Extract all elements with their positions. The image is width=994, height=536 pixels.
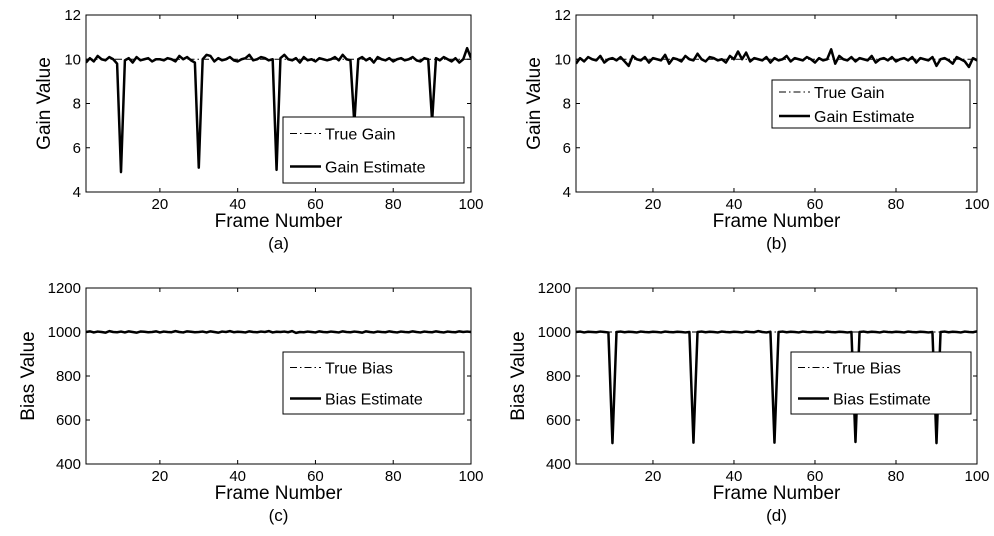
series-estimate-line xyxy=(576,329,977,445)
y-axis-label: Bias Value xyxy=(18,331,39,420)
y-axis-label: Gain Value xyxy=(34,57,55,150)
y-tick-label: 1000 xyxy=(538,324,571,341)
chart-panel-1: 20 40 60 80 100 4 6 8 10 12 Frame Number Gain Value… xyxy=(34,7,484,253)
chart-panel-2: 20 40 60 80 100 4 6 8 10 12 Frame Number Gain Value… xyxy=(524,7,990,253)
x-tick-label: 60 xyxy=(307,468,324,485)
legend-label: True Bias xyxy=(325,361,393,378)
x-tick-label: 40 xyxy=(726,196,743,213)
legend-box xyxy=(282,116,465,184)
y-tick-label: 400 xyxy=(546,456,571,473)
x-tick-label: 80 xyxy=(385,196,402,213)
panel-caption: (b) xyxy=(766,234,787,253)
legend: True Gain Gain Estimate xyxy=(771,79,971,129)
x-tick-label: 60 xyxy=(807,468,824,485)
x-tick-label: 100 xyxy=(964,196,989,213)
x-axis-label: Frame Number xyxy=(215,483,343,504)
x-tick-label: 60 xyxy=(307,196,324,213)
legend: True Bias Bias Estimate xyxy=(790,351,972,415)
x-tick-label: 80 xyxy=(385,468,402,485)
y-axis-label: Gain Value xyxy=(524,57,545,150)
x-tick-label: 80 xyxy=(888,196,905,213)
series-estimate-line xyxy=(576,48,977,69)
y-tick-label: 1000 xyxy=(48,324,81,341)
legend-label: True Gain xyxy=(814,85,885,102)
legend-label: Bias Estimate xyxy=(325,392,423,409)
x-axis-label: Frame Number xyxy=(713,483,841,504)
y-tick-label: 4 xyxy=(563,184,571,201)
x-tick-label: 20 xyxy=(645,196,662,213)
y-tick-label: 1200 xyxy=(48,280,81,297)
legend-box xyxy=(790,351,972,415)
panel-caption: (c) xyxy=(269,506,289,525)
y-tick-label: 8 xyxy=(73,96,81,113)
y-tick-label: 10 xyxy=(64,51,81,68)
y-axis-label: Bias Value xyxy=(508,331,529,420)
x-tick-label: 100 xyxy=(458,468,483,485)
y-tick-label: 8 xyxy=(563,96,571,113)
y-tick-label: 12 xyxy=(554,7,571,24)
x-tick-label: 40 xyxy=(229,468,246,485)
panel-caption: (d) xyxy=(766,506,787,525)
legend-label: True Gain xyxy=(325,127,396,144)
chart-panel-4: 20 40 60 80 100 400 600 800 1000 1200 Frame Number… xyxy=(508,280,990,525)
chart-panel-3: 20 40 60 80 100 400 600 800 1000 1200 Frame Number… xyxy=(18,280,484,525)
y-tick-label: 800 xyxy=(56,368,81,385)
y-tick-label: 6 xyxy=(73,140,81,157)
legend: True Bias Bias Estimate xyxy=(282,351,465,415)
y-tick-label: 800 xyxy=(546,368,571,385)
legend-label: True Bias xyxy=(833,361,901,378)
x-tick-label: 40 xyxy=(726,468,743,485)
y-tick-label: 1200 xyxy=(538,280,571,297)
legend-box xyxy=(771,79,971,129)
series-estimate-line xyxy=(86,329,471,335)
x-tick-label: 60 xyxy=(807,196,824,213)
x-axis-label: Frame Number xyxy=(215,211,343,232)
y-tick-label: 4 xyxy=(73,184,81,201)
x-tick-label: 20 xyxy=(645,468,662,485)
series-estimate-line xyxy=(86,46,471,174)
y-tick-label: 600 xyxy=(56,412,81,429)
x-tick-label: 80 xyxy=(888,468,905,485)
x-axis-label: Frame Number xyxy=(713,211,841,232)
x-tick-label: 40 xyxy=(229,196,246,213)
legend: True Gain Gain Estimate xyxy=(282,116,465,184)
legend-label: Gain Estimate xyxy=(325,160,426,177)
y-tick-label: 6 xyxy=(563,140,571,157)
legend-label: Bias Estimate xyxy=(833,392,931,409)
y-tick-label: 10 xyxy=(554,51,571,68)
x-tick-label: 20 xyxy=(152,196,169,213)
panel-caption: (a) xyxy=(268,234,289,253)
legend-box xyxy=(282,351,465,415)
y-tick-label: 400 xyxy=(56,456,81,473)
x-tick-label: 20 xyxy=(152,468,169,485)
y-tick-label: 600 xyxy=(546,412,571,429)
y-tick-label: 12 xyxy=(64,7,81,24)
legend-label: Gain Estimate xyxy=(814,109,915,126)
x-tick-label: 100 xyxy=(458,196,483,213)
x-tick-label: 100 xyxy=(964,468,989,485)
